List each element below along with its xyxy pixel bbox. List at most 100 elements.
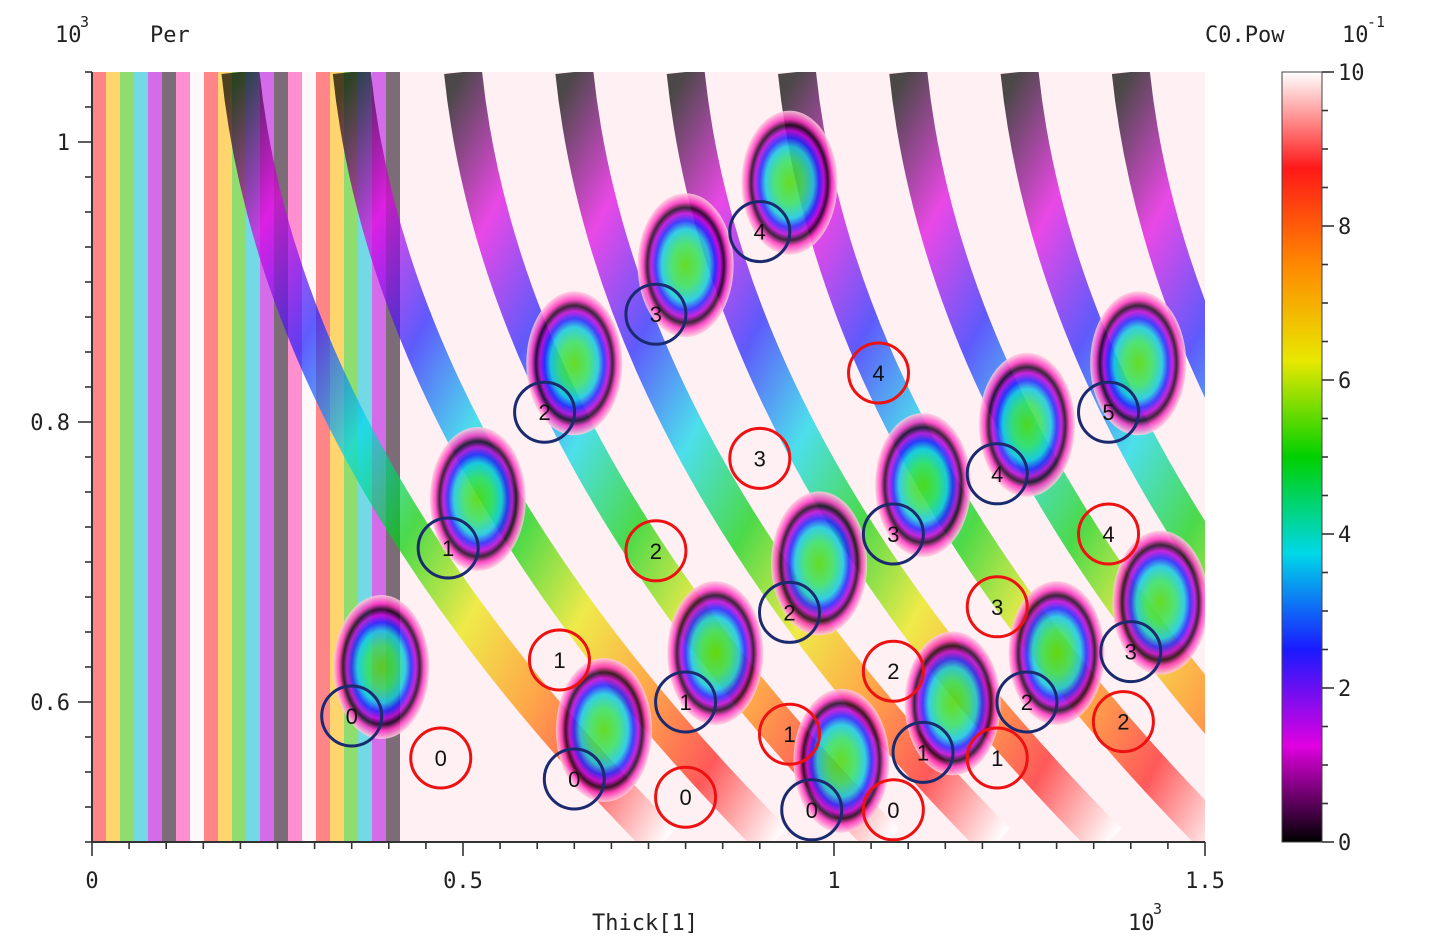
red-mode-circle-label: 1 bbox=[991, 746, 1003, 771]
colorbar-tick-label: 2 bbox=[1338, 677, 1351, 702]
heatmap-lobe bbox=[429, 427, 526, 571]
y-tick-label: 0.8 bbox=[30, 411, 70, 436]
heatmap-stripe bbox=[176, 72, 190, 842]
blue-mode-circle-ring bbox=[624, 282, 688, 346]
red-mode-circle: 4 bbox=[847, 341, 911, 405]
blue-mode-circle-ring bbox=[320, 684, 384, 748]
x-tick-label: 1 bbox=[827, 869, 840, 894]
red-mode-circle-ring bbox=[409, 726, 473, 790]
heatmap-lobe bbox=[637, 193, 734, 338]
red-mode-circle: 2 bbox=[624, 519, 688, 583]
heatmap-stripe bbox=[148, 72, 162, 842]
red-mode-circle: 3 bbox=[728, 426, 792, 490]
red-mode-circle: 4 bbox=[1077, 502, 1141, 566]
blue-mode-circle-label: 0 bbox=[568, 767, 580, 792]
heatmap-stripe bbox=[120, 72, 134, 842]
blue-mode-circle-label: 2 bbox=[538, 400, 550, 425]
red-mode-circle-label: 1 bbox=[553, 648, 565, 673]
heatmap-lobe bbox=[904, 631, 1001, 776]
red-mode-circle-ring bbox=[757, 702, 821, 766]
colorbar: 0 2 4 6 8 10 C0.Pow 10 -1 bbox=[1205, 13, 1385, 856]
heatmap-lobe bbox=[875, 413, 972, 557]
heatmap-stripe bbox=[232, 72, 246, 842]
red-mode-circle: 0 bbox=[861, 778, 925, 842]
y-axis-ticks: 0.6 0.8 1 bbox=[30, 71, 92, 843]
heatmap-band bbox=[555, 72, 1011, 842]
heatmap-lobe bbox=[771, 491, 868, 636]
y-exponent-power: 3 bbox=[80, 13, 89, 31]
red-mode-circle-ring bbox=[965, 575, 1029, 639]
blue-mode-circle-label: 3 bbox=[650, 302, 662, 327]
heatmap-stripe bbox=[204, 72, 218, 842]
y-exponent-base: 10 bbox=[55, 23, 82, 48]
red-mode-circle: 2 bbox=[1091, 690, 1155, 754]
blue-mode-circle: 0 bbox=[542, 747, 606, 811]
colorbar-tick-label: 8 bbox=[1338, 215, 1351, 240]
heatmap-band bbox=[1111, 72, 1205, 398]
blue-mode-circle-label: 2 bbox=[783, 600, 795, 625]
red-mode-circle-ring bbox=[861, 639, 925, 703]
red-mode-circle: 2 bbox=[861, 639, 925, 703]
heatmap-lobe bbox=[1112, 530, 1205, 675]
blue-mode-circle: 5 bbox=[1077, 380, 1141, 444]
blue-mode-circle-label: 1 bbox=[917, 740, 929, 765]
colorbar-tick-label: 0 bbox=[1338, 831, 1351, 856]
heatmap-stripe bbox=[246, 72, 260, 842]
red-mode-circle-ring bbox=[1077, 502, 1141, 566]
red-mode-circle-label: 4 bbox=[1102, 522, 1114, 547]
x-exponent-base: 10 bbox=[1128, 911, 1155, 936]
red-mode-circle: 1 bbox=[965, 726, 1029, 790]
blue-mode-circle-ring bbox=[757, 580, 821, 644]
blue-mode-circle: 2 bbox=[757, 580, 821, 644]
x-exponent-power: 3 bbox=[1153, 900, 1162, 918]
blue-mode-circle-ring bbox=[728, 200, 792, 264]
heatmap-stripe bbox=[218, 72, 232, 842]
blue-mode-circle-ring bbox=[1099, 620, 1163, 684]
heatmap-band bbox=[1000, 72, 1205, 590]
red-mode-circle-label: 2 bbox=[887, 659, 899, 684]
heatmap-lobe bbox=[1090, 291, 1187, 436]
blue-mode-circle-label: 2 bbox=[1021, 690, 1033, 715]
blue-mode-circle-ring bbox=[654, 670, 718, 734]
red-mode-circle-ring bbox=[861, 778, 925, 842]
blue-mode-circle-ring bbox=[542, 747, 606, 811]
heatmap-plot-area bbox=[92, 72, 1205, 842]
red-mode-circle-ring bbox=[1091, 690, 1155, 754]
heatmap-stripe bbox=[106, 72, 120, 842]
mode-annotations: 0 0 0 1 1 1 2 2 2 3 3 3 4 4 5 0 0 0 1 1 1 2 2 2 3 3 4 4 bbox=[320, 200, 1163, 842]
heatmap-lobe bbox=[667, 581, 764, 725]
red-mode-circle: 1 bbox=[757, 702, 821, 766]
red-mode-circle-label: 3 bbox=[754, 446, 766, 471]
red-mode-circle-label: 2 bbox=[650, 539, 662, 564]
colorbar-gradient bbox=[1281, 71, 1323, 843]
red-mode-circle-label: 0 bbox=[435, 746, 447, 771]
blue-mode-circle: 1 bbox=[891, 720, 955, 784]
x-axis-label: Thick[1] bbox=[592, 911, 698, 936]
red-mode-circle-ring bbox=[728, 426, 792, 490]
x-tick-label: 0.5 bbox=[443, 869, 483, 894]
blue-mode-circle-ring bbox=[891, 720, 955, 784]
blue-mode-circle: 1 bbox=[654, 670, 718, 734]
heatmap-stripe bbox=[134, 72, 148, 842]
blue-mode-circle-ring bbox=[1077, 380, 1141, 444]
blue-mode-circle: 1 bbox=[416, 516, 480, 580]
blue-mode-circle-ring bbox=[513, 380, 577, 444]
red-mode-circle-label: 2 bbox=[1117, 710, 1129, 735]
blue-mode-circle: 4 bbox=[965, 442, 1029, 506]
x-axis-ticks: 0 0.5 1 1.5 bbox=[85, 842, 1225, 894]
x-tick-label: 0 bbox=[85, 869, 98, 894]
red-mode-circle-ring bbox=[965, 726, 1029, 790]
blue-mode-circle: 2 bbox=[995, 670, 1059, 734]
heatmap-lobe bbox=[333, 595, 430, 739]
blue-mode-circle: 4 bbox=[728, 200, 792, 264]
heatmap-lobe bbox=[978, 352, 1075, 497]
blue-mode-circle: 2 bbox=[513, 380, 577, 444]
red-mode-circle-label: 0 bbox=[679, 785, 691, 810]
blue-mode-circle-label: 5 bbox=[1102, 400, 1114, 425]
red-mode-circle-label: 4 bbox=[872, 361, 884, 386]
heatmap-stripe bbox=[162, 72, 176, 842]
colorbar-tick-label: 6 bbox=[1338, 369, 1351, 394]
blue-mode-circle: 3 bbox=[1099, 620, 1163, 684]
heatmap-lobe bbox=[1008, 581, 1105, 725]
red-mode-circle-ring bbox=[654, 765, 718, 829]
